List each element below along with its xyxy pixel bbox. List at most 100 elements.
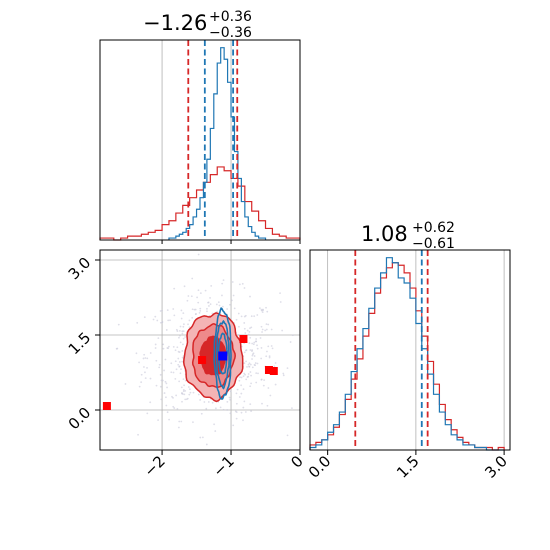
scatter-point [160, 398, 163, 401]
scatter-point [232, 294, 235, 297]
scatter-point [165, 396, 167, 399]
scatter-point [249, 349, 252, 351]
scatter-point [189, 391, 192, 394]
scatter-point [173, 407, 176, 409]
scatter-point [235, 411, 238, 414]
scatter-point [244, 373, 247, 376]
scatter-point [255, 381, 258, 384]
scatter-point [184, 336, 186, 338]
scatter-point [198, 311, 201, 314]
scatter-point [289, 341, 292, 343]
scatter-point [154, 315, 157, 318]
scatter-point [243, 362, 246, 365]
scatter-point [170, 362, 173, 365]
scatter-point [249, 363, 252, 366]
scatter-point [291, 334, 294, 337]
scatter-point [213, 423, 216, 426]
scatter-point [199, 436, 202, 439]
scatter-point [97, 319, 99, 321]
scatter-point [194, 308, 197, 311]
scatter-point [149, 401, 152, 404]
scatter-point [240, 411, 243, 414]
scatter-point [243, 351, 246, 354]
scatter-point [270, 345, 273, 347]
param1-histograms [99, 47, 301, 241]
scatter-point [241, 282, 244, 285]
scatter-point [199, 292, 202, 295]
scatter-point [146, 357, 149, 360]
scatter-point [259, 307, 261, 310]
scatter-point [265, 355, 268, 358]
y-tick-label: 1.5 [65, 329, 95, 359]
red-square-marker [264, 366, 273, 374]
scatter-point [182, 343, 184, 346]
scatter-point [158, 363, 161, 366]
scatter-point [247, 375, 250, 378]
scatter-point [188, 319, 191, 322]
scatter-point [167, 319, 170, 322]
scatter-point [169, 319, 171, 322]
scatter-point [214, 407, 217, 410]
red-square-marker [102, 402, 111, 410]
scatter-point [226, 308, 229, 310]
scatter-point [235, 392, 238, 395]
scatter-point [154, 343, 157, 346]
scatter-point [239, 376, 241, 379]
x-tick-label: 3.0 [481, 452, 511, 482]
scatter-point [254, 364, 257, 367]
scatter-point [282, 372, 285, 375]
scatter-point [180, 386, 183, 389]
scatter-point [164, 380, 167, 383]
scatter-point [229, 390, 232, 393]
scatter-point [181, 391, 183, 394]
scatter-point [149, 352, 152, 354]
scatter-point [231, 281, 234, 283]
scatter-point [244, 349, 247, 352]
scatter-point [249, 385, 252, 388]
scatter-point [207, 401, 210, 403]
scatter-point [237, 312, 240, 315]
scatter-point [265, 306, 267, 309]
scatter-point [244, 332, 247, 334]
scatter-point [222, 408, 225, 411]
scatter-point [174, 377, 177, 380]
param2-x-ticks: 0.0 1.5 3.0 [305, 450, 511, 482]
scatter-point [182, 390, 185, 393]
scatter-point [257, 372, 259, 375]
scatter-point [317, 330, 319, 332]
scatter-point [200, 412, 203, 415]
scatter-point [253, 315, 256, 318]
scatter-point [248, 331, 251, 333]
scatter-point [182, 337, 185, 340]
x-tick-label: 0.0 [305, 452, 335, 482]
scatter-point [144, 357, 147, 359]
scatter-point [242, 419, 244, 422]
param2-title-value: 1.08 [361, 222, 408, 246]
scatter-point [154, 347, 157, 349]
scatter-point [183, 384, 185, 387]
joint-x-ticks: −2 −1 0 [141, 450, 307, 480]
scatter-point [259, 337, 262, 339]
scatter-point [178, 460, 180, 462]
param1-title-sup: +0.36 [209, 9, 252, 25]
scatter-point [177, 426, 180, 429]
scatter-point [155, 359, 158, 362]
scatter-point [232, 424, 235, 427]
scatter-point [165, 329, 168, 331]
param1-title-value: −1.26 [143, 11, 207, 35]
param2-title-sub: −0.61 [412, 236, 455, 252]
scatter-point [260, 378, 263, 381]
param1-grid [161, 40, 301, 244]
scatter-point [291, 407, 293, 409]
scatter-point [138, 361, 140, 364]
scatter-point [208, 305, 210, 307]
scatter-point [302, 417, 304, 419]
scatter-point [182, 325, 185, 328]
scatter-point [186, 299, 189, 302]
scatter-point [170, 371, 173, 374]
param2-title-sup: +0.62 [412, 220, 455, 236]
scatter-point [245, 360, 247, 363]
scatter-point [180, 420, 183, 423]
scatter-point [219, 406, 222, 409]
scatter-point [136, 321, 139, 324]
